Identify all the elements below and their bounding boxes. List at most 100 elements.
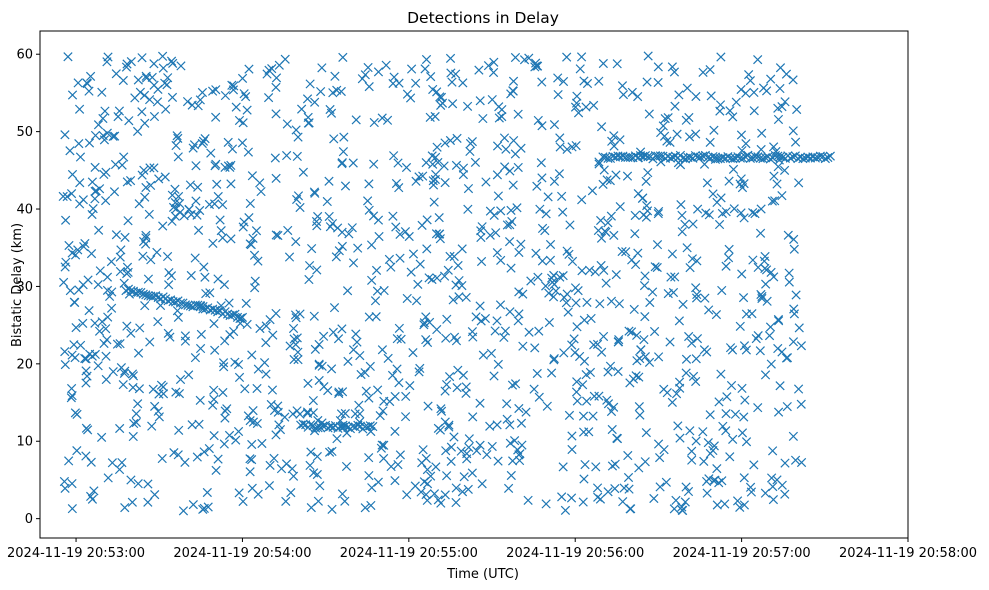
detection-point-328 bbox=[447, 99, 458, 109]
detection-point-839 bbox=[238, 496, 248, 507]
detection-point-696 bbox=[165, 332, 175, 342]
detection-point-1274 bbox=[379, 453, 389, 464]
detection-point-680 bbox=[208, 238, 218, 248]
detection-point-1206 bbox=[747, 309, 757, 319]
detection-point-379 bbox=[168, 58, 178, 68]
detection-point-1005 bbox=[256, 186, 266, 197]
detection-point-645 bbox=[402, 490, 412, 500]
detection-point-702 bbox=[114, 106, 125, 116]
detection-point-973 bbox=[477, 222, 487, 232]
detection-point-650 bbox=[736, 84, 746, 95]
detection-point-419 bbox=[677, 210, 687, 221]
detection-point-5 bbox=[530, 343, 540, 353]
detection-point-154 bbox=[293, 354, 303, 365]
detection-point-898 bbox=[544, 288, 554, 298]
detection-point-829 bbox=[152, 97, 163, 107]
detection-point-384 bbox=[400, 412, 411, 422]
detection-point-686 bbox=[704, 210, 714, 220]
detection-point-692 bbox=[687, 446, 697, 456]
detection-point-1003 bbox=[120, 502, 130, 513]
detection-point-674 bbox=[560, 505, 571, 515]
detection-point-1031 bbox=[579, 76, 589, 86]
detection-point-556 bbox=[501, 144, 511, 154]
detection-point-380 bbox=[367, 275, 377, 285]
detection-point-21 bbox=[115, 423, 125, 434]
detection-point-656 bbox=[612, 433, 623, 444]
detection-point-889 bbox=[482, 450, 492, 460]
detection-point-1130 bbox=[79, 242, 89, 252]
detection-point-293 bbox=[508, 86, 518, 96]
detection-point-553 bbox=[337, 159, 347, 169]
detection-point-1168 bbox=[628, 374, 639, 384]
detection-point-1101 bbox=[463, 183, 474, 194]
detection-point-1266 bbox=[312, 451, 322, 462]
detection-point-1213 bbox=[749, 460, 759, 470]
detection-point-158 bbox=[576, 52, 587, 62]
detection-point-498 bbox=[304, 260, 315, 271]
detection-point-864 bbox=[532, 181, 542, 191]
detection-point-1315 bbox=[596, 260, 606, 271]
detection-point-464 bbox=[75, 199, 85, 209]
detection-point-509 bbox=[161, 104, 171, 114]
detection-point-1007 bbox=[74, 285, 84, 295]
detection-point-1225 bbox=[415, 363, 425, 374]
detection-point-788 bbox=[408, 249, 419, 259]
detection-point-658 bbox=[323, 385, 333, 396]
detection-point-1144 bbox=[579, 315, 589, 325]
detection-point-565 bbox=[255, 323, 265, 334]
detection-point-1276 bbox=[274, 420, 284, 430]
detection-point-399 bbox=[712, 463, 722, 474]
detection-point-370 bbox=[564, 410, 575, 421]
detection-point-25 bbox=[170, 184, 180, 194]
detection-point-740 bbox=[526, 276, 536, 286]
detection-point-530 bbox=[475, 96, 485, 106]
detection-point-1115 bbox=[643, 51, 653, 61]
detection-point-564 bbox=[655, 482, 665, 492]
detection-point-616 bbox=[111, 230, 122, 240]
detection-point-514 bbox=[457, 244, 467, 254]
detection-point-405 bbox=[200, 134, 210, 144]
detection-point-648 bbox=[381, 60, 391, 70]
detection-point-1360 bbox=[710, 475, 720, 485]
detection-point-797 bbox=[273, 230, 283, 241]
detection-point-980 bbox=[337, 387, 348, 397]
detection-point-1568 bbox=[823, 152, 833, 163]
detection-point-469 bbox=[549, 270, 559, 280]
detection-point-1085 bbox=[513, 316, 523, 326]
detection-point-723 bbox=[532, 368, 542, 379]
detection-point-116 bbox=[247, 439, 257, 450]
detection-point-624 bbox=[739, 473, 749, 483]
detection-point-1337 bbox=[602, 395, 612, 405]
detection-point-630 bbox=[784, 268, 794, 278]
detection-point-1539 bbox=[750, 152, 761, 162]
detection-point-746 bbox=[691, 376, 701, 387]
detection-point-37 bbox=[644, 109, 654, 119]
detection-point-1160 bbox=[452, 382, 462, 393]
detection-point-1193 bbox=[765, 322, 776, 332]
detection-point-299 bbox=[420, 64, 430, 74]
detection-point-827 bbox=[543, 192, 553, 202]
detection-point-852 bbox=[521, 407, 531, 417]
detection-point-900 bbox=[435, 92, 445, 102]
detection-point-935 bbox=[140, 118, 150, 128]
detection-point-136 bbox=[192, 452, 202, 462]
detection-point-880 bbox=[478, 113, 488, 124]
detection-point-954 bbox=[760, 263, 770, 274]
detection-point-741 bbox=[143, 274, 154, 284]
detection-point-252 bbox=[191, 196, 201, 206]
detection-point-1203 bbox=[122, 177, 132, 187]
detection-point-1356 bbox=[702, 347, 712, 357]
detection-point-508 bbox=[270, 153, 280, 163]
detection-point-1039 bbox=[726, 380, 737, 391]
detection-point-1447 bbox=[237, 312, 248, 322]
detection-point-1067 bbox=[131, 409, 141, 419]
detection-point-1259 bbox=[164, 280, 174, 290]
detection-point-1106 bbox=[60, 130, 70, 140]
detection-point-599 bbox=[431, 229, 442, 239]
detection-point-670 bbox=[573, 108, 584, 118]
detection-point-82 bbox=[493, 456, 503, 466]
detection-point-56 bbox=[352, 337, 362, 347]
detection-point-1199 bbox=[234, 372, 245, 383]
detection-point-687 bbox=[436, 406, 447, 416]
detection-point-716 bbox=[451, 69, 461, 79]
